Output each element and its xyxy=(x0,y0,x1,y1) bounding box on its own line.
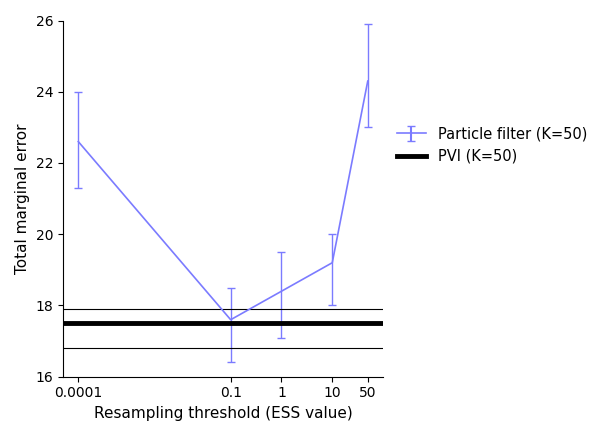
Y-axis label: Total marginal error: Total marginal error xyxy=(15,123,30,274)
PVI (K=50) xyxy=(278,320,285,326)
X-axis label: Resampling threshold (ESS value): Resampling threshold (ESS value) xyxy=(94,406,353,421)
Legend: Particle filter (K=50), PVI (K=50): Particle filter (K=50), PVI (K=50) xyxy=(397,126,587,164)
